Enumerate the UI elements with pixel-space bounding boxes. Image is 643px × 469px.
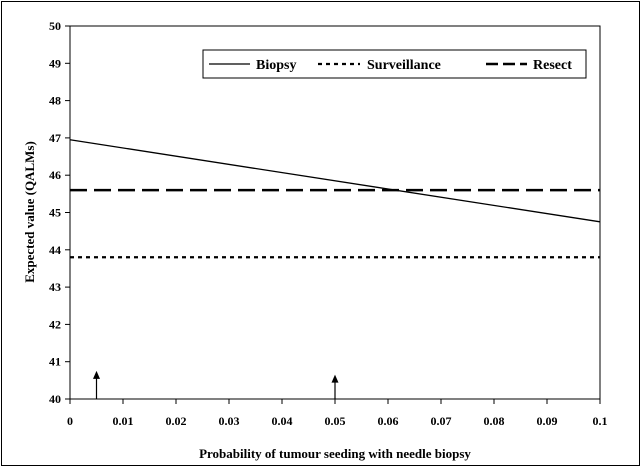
- x-tick-label: 0.01: [113, 414, 134, 428]
- y-tick-label: 45: [49, 206, 61, 220]
- x-axis-title: Probability of tumour seeding with needl…: [199, 446, 471, 461]
- y-tick-label: 41: [49, 355, 61, 369]
- x-axis-ticks: 0 0.01 0.02 0.03 0.04 0.05 0.06 0.07 0.08 0.09 0.1: [67, 399, 608, 428]
- arrow-marker: [93, 370, 100, 399]
- x-tick-label: 0.07: [431, 414, 452, 428]
- x-tick-label: 0: [67, 414, 73, 428]
- arrow-marker: [331, 374, 339, 399]
- x-tick-label: 0.05: [325, 414, 346, 428]
- x-tick-label: 0.02: [166, 414, 187, 428]
- y-tick-label: 50: [49, 19, 61, 33]
- y-tick-label: 47: [49, 131, 61, 145]
- x-tick-label: 0.04: [272, 414, 293, 428]
- legend: Biopsy Surveillance Resect: [202, 49, 587, 79]
- legend-label-biopsy: Biopsy: [256, 58, 296, 73]
- x-tick-label: 0.03: [219, 414, 240, 428]
- x-tick-label: 0.09: [537, 414, 558, 428]
- x-tick-label: 0.1: [593, 414, 608, 428]
- series-line-biopsy: [69, 139, 601, 223]
- x-tick-label: 0.08: [484, 414, 505, 428]
- x-tick-label: 0.06: [378, 414, 399, 428]
- y-tick-label: 40: [49, 392, 61, 406]
- legend-label-resect: Resect: [533, 58, 572, 73]
- y-tick-label: 49: [49, 56, 61, 70]
- y-axis-title: Expected value (QALMs): [22, 141, 37, 283]
- arrow-head: [331, 374, 339, 383]
- y-tick-label: 46: [49, 168, 61, 182]
- plot-area: [69, 25, 601, 400]
- y-tick-label: 43: [49, 280, 61, 294]
- legend-label-surveillance: Surveillance: [367, 58, 441, 73]
- y-axis-ticks: 40 41 42 43 44 45 46 47 48 49 50: [49, 19, 70, 406]
- arrow-head: [93, 370, 100, 379]
- y-tick-label: 48: [49, 94, 61, 108]
- series-layer: [69, 139, 601, 259]
- y-tick-label: 44: [49, 243, 61, 257]
- y-tick-label: 42: [49, 317, 61, 331]
- marker-layer: [93, 370, 339, 399]
